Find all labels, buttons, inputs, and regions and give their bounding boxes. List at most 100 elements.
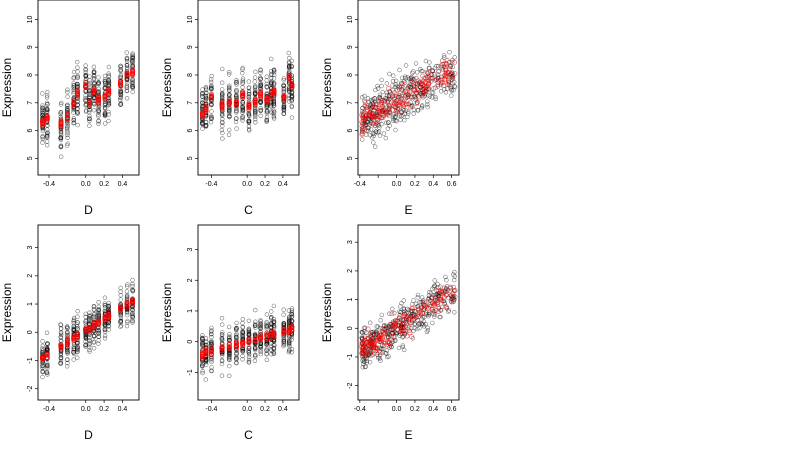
x-tick-label: 0.0 — [392, 406, 402, 413]
observed-point — [380, 346, 386, 352]
fitted-point — [450, 75, 456, 81]
x-tick-label: 0.0 — [392, 181, 402, 188]
observed-point — [44, 95, 50, 100]
observed-point — [219, 340, 225, 345]
observed-point — [45, 123, 50, 128]
observed-point — [253, 354, 258, 359]
observed-point — [410, 70, 415, 76]
observed-point — [390, 78, 396, 84]
observed-point — [65, 94, 70, 99]
y-tick-label: 5 — [187, 156, 194, 160]
observed-point — [271, 319, 276, 324]
fitted-point — [271, 331, 277, 337]
fitted-point — [419, 316, 425, 322]
observed-point — [360, 330, 365, 335]
observed-point — [281, 102, 287, 108]
observed-point — [220, 123, 225, 129]
observed-point — [65, 87, 70, 92]
observed-point — [452, 269, 457, 275]
observed-point — [58, 338, 63, 343]
fitted-point — [378, 337, 384, 343]
observed-point — [227, 113, 232, 118]
fitted-point — [44, 354, 50, 360]
fitted-point — [264, 97, 270, 103]
x-tick-label: 0.2 — [410, 406, 420, 413]
observed-point — [246, 126, 252, 132]
observed-point — [45, 130, 50, 136]
fitted-point — [367, 333, 373, 339]
observed-point — [379, 77, 384, 83]
fitted-point — [359, 130, 365, 136]
observed-point — [124, 310, 130, 315]
observed-point — [64, 126, 70, 132]
observed-point — [64, 349, 70, 354]
observed-point — [271, 351, 277, 356]
observed-point — [118, 68, 124, 73]
observed-point — [220, 66, 225, 72]
observed-point — [125, 320, 130, 325]
x-tick-label: -0.4 — [354, 181, 366, 188]
observed-point — [252, 345, 258, 350]
observed-point — [65, 89, 70, 95]
observed-point — [102, 333, 108, 339]
observed-point — [258, 68, 263, 73]
fitted-point — [219, 343, 225, 349]
observed-point — [253, 69, 258, 75]
observed-point — [398, 310, 404, 315]
fitted-point — [71, 104, 77, 110]
fitted-point — [445, 81, 451, 87]
fitted-point — [362, 116, 368, 122]
observed-point — [118, 297, 123, 302]
observed-point — [96, 341, 101, 346]
x-axis-title: E — [404, 203, 412, 217]
observed-point — [83, 63, 88, 68]
observed-point — [426, 86, 432, 91]
observed-point — [271, 103, 277, 108]
observed-point — [227, 335, 232, 340]
observed-point — [106, 112, 111, 117]
observed-point — [106, 323, 111, 328]
fitted-point — [208, 97, 214, 103]
observed-point — [58, 111, 63, 117]
observed-point — [240, 101, 245, 107]
observed-point — [130, 51, 135, 56]
fitted-point — [219, 100, 225, 106]
fitted-point — [435, 304, 441, 310]
observed-point — [203, 377, 209, 382]
plot-frame — [357, 0, 460, 176]
observed-point — [431, 71, 437, 77]
observed-point — [209, 86, 214, 92]
observed-point — [91, 95, 97, 100]
fitted-point — [199, 112, 205, 118]
observed-point — [378, 318, 383, 323]
observed-point — [92, 83, 97, 89]
fitted-point — [106, 88, 112, 94]
fitted-point — [439, 61, 445, 67]
observed-point — [106, 82, 111, 87]
observed-point — [118, 324, 123, 329]
fitted-point — [390, 333, 396, 339]
observed-point — [451, 297, 456, 302]
observed-point — [219, 373, 225, 378]
observed-point — [246, 119, 252, 125]
observed-point — [393, 111, 399, 116]
fitted-point — [233, 340, 239, 346]
observed-point — [400, 343, 405, 348]
observed-point — [220, 332, 225, 338]
fitted-point — [425, 81, 431, 87]
observed-point — [106, 71, 111, 76]
observed-point — [209, 84, 214, 89]
fitted-point — [360, 114, 366, 120]
observed-point — [406, 84, 411, 89]
observed-point — [246, 318, 252, 323]
observed-point — [75, 110, 80, 115]
observed-point — [65, 132, 70, 138]
observed-point — [289, 64, 294, 70]
observed-point — [402, 117, 407, 123]
observed-point — [87, 315, 92, 321]
observed-point — [124, 292, 130, 298]
fitted-point — [396, 92, 402, 98]
observed-point — [359, 329, 364, 335]
fitted-point — [289, 82, 295, 88]
fitted-point — [233, 100, 239, 106]
